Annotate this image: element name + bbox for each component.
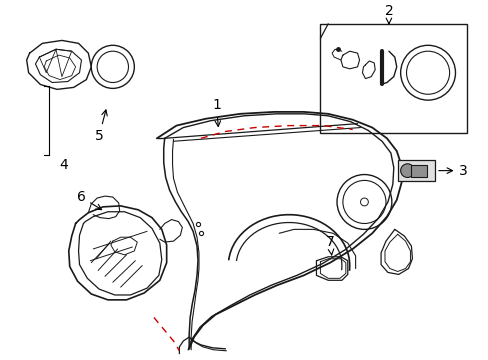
Text: 6: 6: [76, 190, 102, 210]
Text: 1: 1: [212, 98, 221, 126]
Circle shape: [400, 164, 413, 177]
Text: 3: 3: [438, 164, 467, 177]
Text: 2: 2: [384, 4, 392, 24]
Bar: [320, 24, 466, 134]
Bar: [410, 165, 426, 176]
Text: 7: 7: [325, 235, 334, 255]
Text: 5: 5: [95, 110, 107, 143]
Text: 4: 4: [60, 158, 68, 172]
FancyBboxPatch shape: [397, 160, 434, 181]
